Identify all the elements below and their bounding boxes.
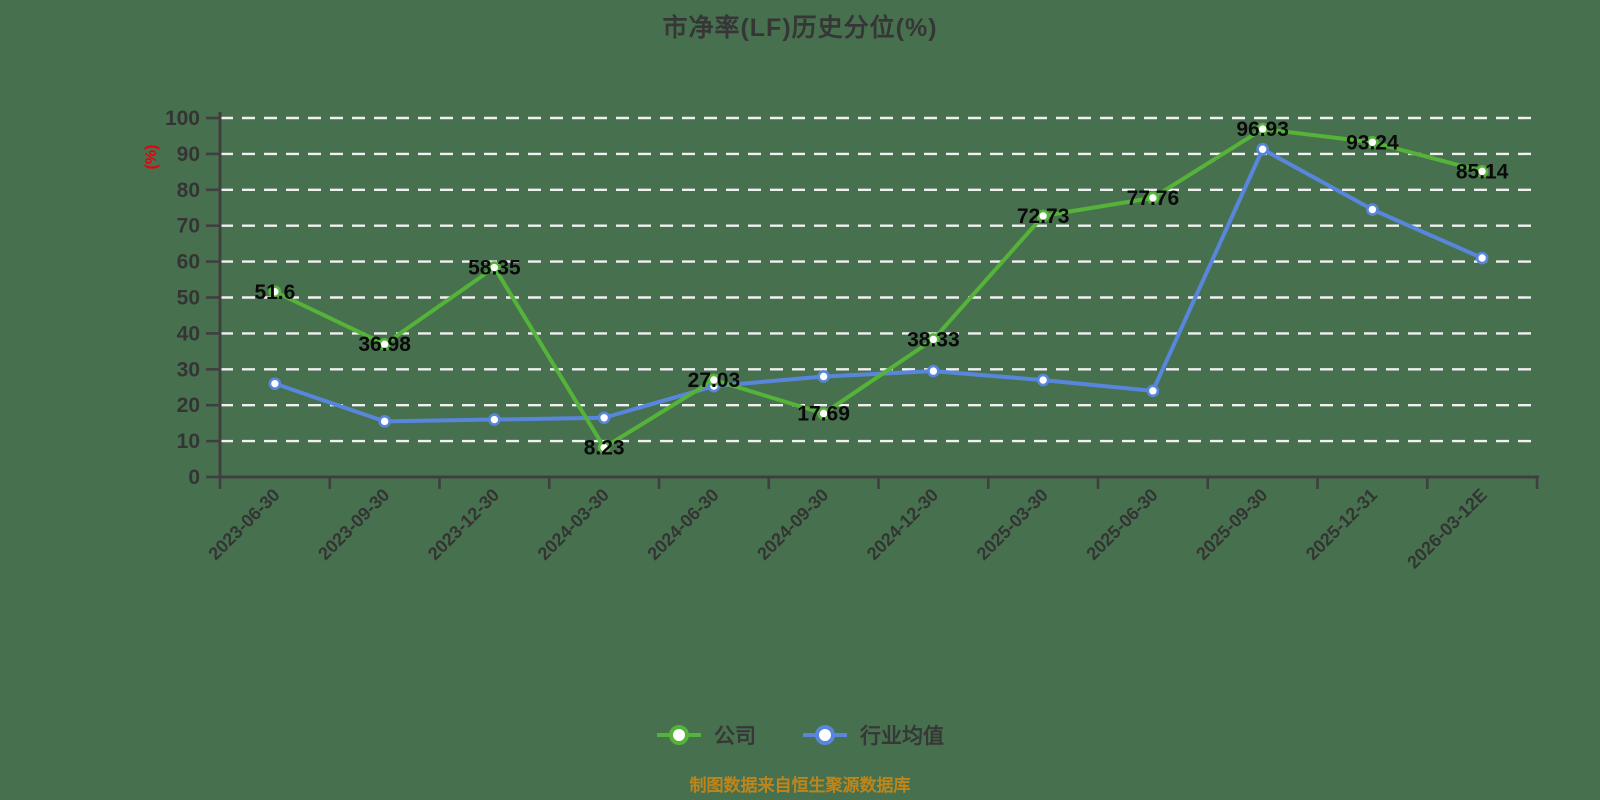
- data-source-note: 制图数据来自恒生聚源数据库: [689, 776, 911, 795]
- company-data-point[interactable]: [597, 441, 611, 454]
- y-axis-tick-label: 20: [177, 394, 200, 417]
- company-data-point[interactable]: [268, 285, 282, 299]
- industry-data-point[interactable]: [597, 411, 611, 425]
- data-point-label: 77.76: [1127, 187, 1180, 210]
- data-point-label: 8.23: [584, 436, 625, 459]
- chart-title: 市净率(LF)历史分位(%): [662, 14, 938, 42]
- x-axis-tick-label: 2025-03-30: [973, 485, 1052, 564]
- y-axis-tick-label: 60: [177, 251, 200, 274]
- company-series-line: [272, 127, 1485, 450]
- y-axis-tick-label: 100: [165, 107, 200, 130]
- company-data-point[interactable]: [927, 333, 940, 346]
- legend-item-industry[interactable]: 行业均值: [802, 720, 944, 750]
- industry-series-line: [272, 147, 1485, 424]
- y-axis-tick-label: 50: [177, 287, 200, 310]
- company-data-point[interactable]: [817, 407, 830, 420]
- data-point-label: 72.73: [1017, 205, 1070, 228]
- company-data-point[interactable]: [1475, 165, 1489, 178]
- industry-data-point[interactable]: [1475, 251, 1489, 265]
- y-axis-tick-label: 10: [177, 430, 200, 453]
- industry-data-point[interactable]: [1366, 203, 1379, 216]
- x-axis-tick-label: 2024-09-30: [753, 485, 832, 564]
- company-data-point[interactable]: [1146, 191, 1160, 205]
- x-axis-tick-label: 2025-06-30: [1082, 485, 1161, 564]
- industry-data-point[interactable]: [1146, 384, 1160, 398]
- y-axis-tick-label: 40: [177, 322, 200, 345]
- data-point-label: 36.98: [358, 333, 411, 356]
- x-axis-tick-label: 2023-06-30: [204, 485, 283, 564]
- y-axis-tick-label: 0: [188, 466, 200, 489]
- legend: 公司 行业均值: [0, 720, 1600, 750]
- company-data-point[interactable]: [488, 261, 501, 274]
- y-axis-tick-label: 80: [177, 179, 200, 202]
- x-axis-tick-label: 2023-09-30: [314, 485, 393, 564]
- x-axis-tick-label: 2024-12-30: [863, 485, 942, 564]
- industry-data-point[interactable]: [927, 364, 940, 378]
- data-point-label: 93.24: [1346, 131, 1399, 154]
- data-point-label: 27.03: [688, 369, 741, 392]
- x-axis-tick-label: 2024-06-30: [643, 485, 722, 564]
- company-data-point[interactable]: [1366, 135, 1379, 149]
- industry-data-point[interactable]: [378, 415, 391, 428]
- industry-data-point[interactable]: [268, 377, 282, 390]
- industry-data-point[interactable]: [488, 413, 501, 426]
- data-point-label: 58.35: [468, 257, 521, 280]
- y-axis-tick-label: 70: [177, 215, 200, 238]
- x-axis-tick-label: 2026-03-12E: [1403, 485, 1491, 573]
- y-axis-tick-label: 90: [177, 143, 200, 166]
- x-axis-tick-label: 2025-12-31: [1302, 485, 1381, 564]
- data-point-label: 17.69: [797, 402, 850, 425]
- industry-data-point[interactable]: [1256, 142, 1269, 156]
- data-point-label: 96.93: [1236, 118, 1289, 141]
- legend-item-company[interactable]: 公司: [656, 720, 756, 750]
- company-data-point[interactable]: [707, 373, 721, 387]
- data-point-label: 85.14: [1456, 160, 1509, 183]
- company-data-point[interactable]: [1036, 209, 1050, 223]
- x-axis-tick-label: 2024-03-30: [534, 485, 613, 564]
- company-data-point[interactable]: [378, 337, 391, 351]
- industry-legend-marker-icon: [803, 725, 847, 745]
- data-point-label: 38.33: [907, 328, 960, 351]
- data-point-label: 51.6: [254, 281, 295, 304]
- y-axis-tick-label: 30: [177, 358, 200, 381]
- x-axis-tick-label: 2023-12-30: [424, 485, 503, 564]
- industry-data-point[interactable]: [1036, 373, 1050, 387]
- legend-label-company: 公司: [714, 725, 756, 748]
- industry-data-point[interactable]: [817, 370, 830, 383]
- company-data-point[interactable]: [1256, 122, 1269, 136]
- company-legend-marker-icon: [657, 725, 701, 745]
- x-axis-tick-label: 2025-09-30: [1192, 485, 1271, 564]
- legend-label-industry: 行业均值: [860, 725, 944, 748]
